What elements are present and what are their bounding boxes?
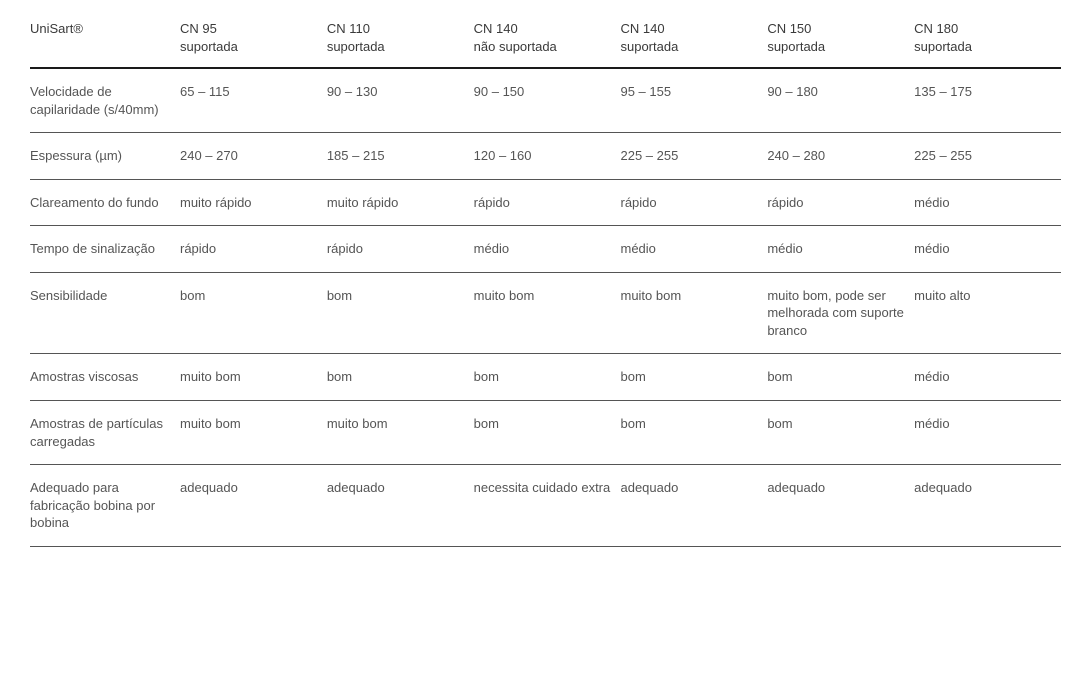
table-row: Clareamento do fundomuito rápidomuito rá…: [30, 179, 1061, 226]
cell-value: muito bom, pode ser melhorada com suport…: [767, 272, 914, 354]
row-label: Sensibilidade: [30, 272, 180, 354]
col-header-line1: CN 95: [180, 20, 319, 38]
table-row: Amostras de partículas carre­gadasmuito …: [30, 401, 1061, 465]
cell-value: adequado: [767, 465, 914, 547]
col-header: CN 150 suportada: [767, 20, 914, 68]
cell-value: 90 – 130: [327, 68, 474, 133]
row-label: Clareamento do fundo: [30, 179, 180, 226]
cell-value: necessita cuida­do extra: [474, 465, 621, 547]
cell-value: bom: [767, 401, 914, 465]
cell-value: rápido: [620, 179, 767, 226]
row-label: Tempo de sinali­zação: [30, 226, 180, 273]
table-row: Tempo de sinali­zaçãorápidorápidomédiomé…: [30, 226, 1061, 273]
cell-value: rápido: [474, 179, 621, 226]
cell-value: 240 – 270: [180, 133, 327, 180]
brand-label: UniSart®: [30, 20, 172, 38]
cell-value: 90 – 150: [474, 68, 621, 133]
table-row: Espessura (µm)240 – 270185 – 215120 – 16…: [30, 133, 1061, 180]
col-header-line1: CN 140: [474, 20, 613, 38]
col-header-line2: suportada: [327, 38, 466, 56]
table-header-row: UniSart® CN 95 suportada CN 110 suportad…: [30, 20, 1061, 68]
row-label: Amostras viscosas: [30, 354, 180, 401]
cell-value: médio: [474, 226, 621, 273]
cell-value: rápido: [327, 226, 474, 273]
cell-value: bom: [180, 272, 327, 354]
col-header: CN 180 suportada: [914, 20, 1061, 68]
col-header-line2: suportada: [620, 38, 759, 56]
cell-value: médio: [620, 226, 767, 273]
cell-value: bom: [620, 401, 767, 465]
cell-value: 225 – 255: [914, 133, 1061, 180]
cell-value: muito bom: [620, 272, 767, 354]
col-header: CN 110 suportada: [327, 20, 474, 68]
brand-header-cell: UniSart®: [30, 20, 180, 68]
cell-value: bom: [474, 401, 621, 465]
cell-value: muito bom: [474, 272, 621, 354]
cell-value: rápido: [767, 179, 914, 226]
cell-value: muito bom: [180, 401, 327, 465]
cell-value: médio: [914, 226, 1061, 273]
table-row: Sensibilidadebombommuito bommuito bommui…: [30, 272, 1061, 354]
cell-value: 95 – 155: [620, 68, 767, 133]
cell-value: médio: [914, 401, 1061, 465]
table-body: Velocidade de capilaridade (s/40mm)65 – …: [30, 68, 1061, 546]
cell-value: bom: [474, 354, 621, 401]
row-label: Velocidade de capilaridade (s/40mm): [30, 68, 180, 133]
cell-value: médio: [767, 226, 914, 273]
cell-value: bom: [327, 272, 474, 354]
cell-value: bom: [767, 354, 914, 401]
cell-value: bom: [327, 354, 474, 401]
row-label: Adequado para fabricação bobi­na por bob…: [30, 465, 180, 547]
cell-value: adequado: [327, 465, 474, 547]
table-row: Adequado para fabricação bobi­na por bob…: [30, 465, 1061, 547]
col-header-line2: suportada: [180, 38, 319, 56]
cell-value: bom: [620, 354, 767, 401]
spec-table: UniSart® CN 95 suportada CN 110 suportad…: [30, 20, 1061, 547]
table-row: Velocidade de capilaridade (s/40mm)65 – …: [30, 68, 1061, 133]
cell-value: médio: [914, 354, 1061, 401]
col-header-line1: CN 140: [620, 20, 759, 38]
col-header: CN 140 não suportada: [474, 20, 621, 68]
table-row: Amostras viscosasmuito bombombombombommé…: [30, 354, 1061, 401]
cell-value: adequado: [180, 465, 327, 547]
col-header-line1: CN 150: [767, 20, 906, 38]
cell-value: 120 – 160: [474, 133, 621, 180]
cell-value: muito bom: [180, 354, 327, 401]
cell-value: 185 – 215: [327, 133, 474, 180]
col-header-line2: suportada: [767, 38, 906, 56]
cell-value: adequado: [914, 465, 1061, 547]
cell-value: muito rápido: [327, 179, 474, 226]
col-header-line2: suportada: [914, 38, 1053, 56]
row-label: Espessura (µm): [30, 133, 180, 180]
cell-value: muito rápido: [180, 179, 327, 226]
col-header-line1: CN 110: [327, 20, 466, 38]
row-label: Amostras de partículas carre­gadas: [30, 401, 180, 465]
cell-value: 240 – 280: [767, 133, 914, 180]
cell-value: muito bom: [327, 401, 474, 465]
cell-value: 225 – 255: [620, 133, 767, 180]
cell-value: 135 – 175: [914, 68, 1061, 133]
col-header: CN 95 suportada: [180, 20, 327, 68]
cell-value: 65 – 115: [180, 68, 327, 133]
col-header: CN 140 suportada: [620, 20, 767, 68]
col-header-line2: não suportada: [474, 38, 613, 56]
cell-value: médio: [914, 179, 1061, 226]
col-header-line1: CN 180: [914, 20, 1053, 38]
cell-value: adequado: [620, 465, 767, 547]
cell-value: muito alto: [914, 272, 1061, 354]
cell-value: rápido: [180, 226, 327, 273]
cell-value: 90 – 180: [767, 68, 914, 133]
